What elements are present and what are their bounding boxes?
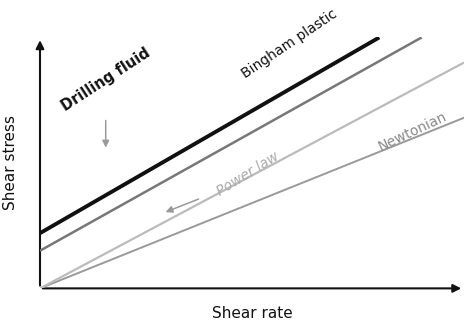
Text: Drilling fluid: Drilling fluid [59, 45, 154, 114]
Text: Shear stress: Shear stress [3, 115, 18, 210]
Text: Shear rate: Shear rate [211, 306, 292, 321]
Text: Bingham plastic: Bingham plastic [240, 7, 340, 81]
Text: Power law: Power law [214, 150, 282, 199]
Text: Newtonian: Newtonian [376, 110, 449, 154]
